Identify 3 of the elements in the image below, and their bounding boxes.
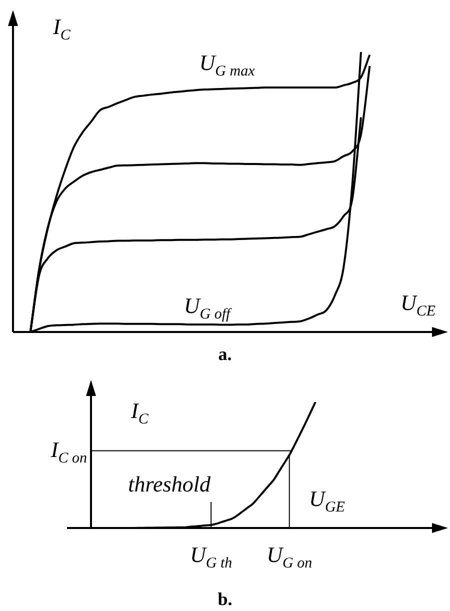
text: a. xyxy=(218,344,232,364)
text: b. xyxy=(218,589,232,609)
annotation: threshold xyxy=(128,471,212,496)
